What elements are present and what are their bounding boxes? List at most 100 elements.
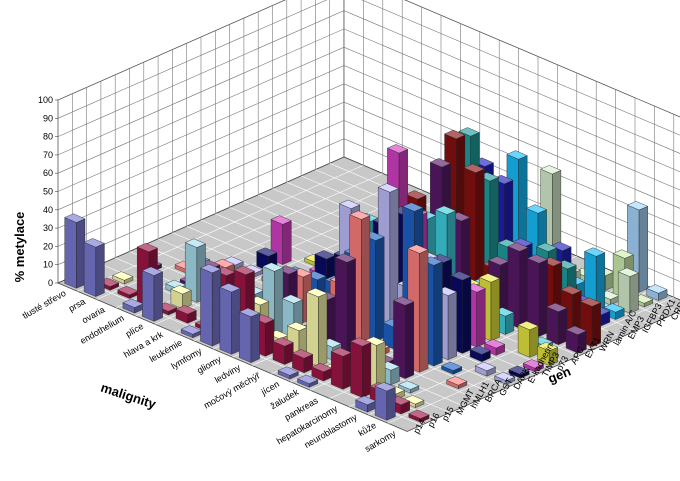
bar-face-top (398, 380, 420, 390)
bar-face-top (517, 320, 539, 331)
z-tick-label: 20 (43, 241, 53, 251)
bar-face-side (538, 259, 548, 337)
bar-face-top (474, 361, 497, 372)
bar-face-front (350, 340, 363, 398)
bar-face-side (362, 342, 372, 398)
bar-face-front (83, 241, 97, 297)
bar-face-side (153, 271, 163, 322)
bar-17-7 (494, 371, 516, 385)
bar-face-side (342, 352, 352, 390)
bar-14-4 (392, 296, 415, 379)
bar-face-top (199, 263, 222, 274)
bar-face-side (419, 249, 429, 373)
bar-face-top (407, 244, 429, 254)
bar-face-front (517, 324, 530, 358)
bar-12-0 (296, 374, 319, 388)
bar-face-front (142, 270, 155, 322)
bar-face-top (281, 294, 304, 304)
bar-15-12 (526, 254, 549, 337)
bar-17-1 (408, 409, 430, 423)
bar-4-2 (170, 285, 192, 310)
bar-11-4 (334, 253, 357, 355)
bar-face-top (405, 190, 427, 200)
bar-face-side (265, 319, 275, 357)
bar-11-1 (291, 349, 314, 374)
bar-face-top (494, 371, 516, 382)
bar-16-0 (374, 382, 396, 421)
bar-face-side (76, 218, 86, 289)
bar-face-top (526, 254, 549, 264)
bar-face-side (386, 386, 396, 421)
bar-face-top (306, 287, 328, 298)
bar-6-0 (180, 325, 202, 339)
z-tick-label: 90 (43, 113, 53, 123)
bar-face-top (141, 266, 164, 276)
bar-face-top (112, 271, 134, 281)
bar-9-0 (238, 307, 261, 363)
bar-face-top (238, 307, 261, 318)
bar-face-front (200, 267, 213, 347)
bar-15-19 (626, 201, 649, 293)
x-category-label: prsa (67, 296, 87, 313)
bar-face-top (402, 202, 424, 212)
bar-15-6 (440, 361, 463, 375)
bar-face-top (434, 205, 457, 215)
bar-face-top (536, 341, 559, 352)
chart-bars (64, 127, 668, 423)
bar-face-top (458, 127, 480, 137)
z-tick-label: 30 (43, 223, 53, 233)
bar-face-side (375, 236, 385, 342)
bar-face-top (646, 284, 668, 294)
bar-15-0 (355, 395, 377, 413)
bar-face-top (256, 247, 278, 257)
bar-face-top (444, 129, 466, 140)
bar-face-top (136, 242, 159, 253)
bar-face-top (440, 361, 463, 371)
bar-7-0 (199, 263, 222, 347)
bar-face-top (583, 247, 606, 257)
x-category-label: tlusté střevo (21, 288, 68, 321)
bar-face-top (450, 271, 472, 281)
bar-12-1 (311, 362, 333, 382)
bar-face-top (291, 349, 314, 359)
bar-face-top (525, 204, 548, 214)
bar-2-1 (117, 285, 139, 299)
bar-face-side (490, 278, 500, 342)
bar-face-side (462, 276, 472, 354)
bar-face-top (350, 337, 372, 347)
bar-15-16 (583, 247, 606, 312)
bar-face-side (629, 272, 639, 314)
bar-face-top (175, 305, 197, 315)
bar-face-top (213, 258, 235, 269)
bar-face-top (446, 376, 468, 386)
bar-face-side (327, 295, 337, 346)
bar-face-side (638, 205, 648, 293)
bar-17-10 (536, 341, 559, 366)
bar-face-top (617, 267, 640, 277)
bar-face-top (522, 359, 545, 369)
z-tick-label: 80 (43, 132, 53, 142)
bar-5-1 (175, 305, 197, 324)
bar-face-top (560, 285, 582, 295)
bar-face-top (507, 242, 529, 252)
bar-face-side (476, 288, 486, 348)
z-tick-label: 50 (43, 187, 53, 197)
bar-face-top (233, 265, 256, 276)
bar-face-top (374, 382, 396, 392)
bar-face-top (219, 283, 241, 293)
bar-face-top (334, 253, 357, 263)
bar-face-top (184, 238, 207, 248)
bar-16-12 (546, 302, 568, 346)
bar-face-front (219, 286, 232, 355)
bar-face-top (408, 409, 430, 419)
bar-15-3 (398, 380, 420, 394)
bar-face-front (335, 257, 348, 355)
bar-face-top (349, 210, 371, 220)
x-category-label: plíce (124, 321, 145, 339)
bar-14-1 (350, 337, 372, 398)
bar-face-side (274, 267, 284, 336)
bar-face-top (469, 345, 491, 355)
bar-face-side (211, 268, 222, 347)
bar-face-side (519, 247, 529, 329)
bar-16-17 (617, 267, 640, 314)
